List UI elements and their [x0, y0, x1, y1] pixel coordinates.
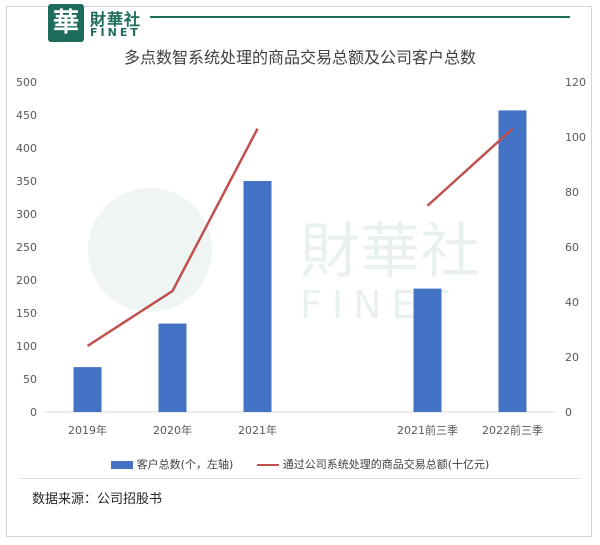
left-tick-label-5: 250 — [16, 241, 37, 254]
bar-1 — [158, 323, 187, 412]
right-tick-label-4: 80 — [565, 186, 579, 199]
left-tick-label-3: 150 — [16, 307, 37, 320]
category-label-5: 2022前三季 — [482, 423, 543, 437]
left-tick-label-7: 350 — [16, 175, 37, 188]
legend-line-label: 通过公司系统处理的商品交易总额(十亿元) — [282, 458, 490, 471]
right-tick-label-0: 0 — [565, 406, 572, 419]
left-tick-label-4: 200 — [16, 274, 37, 287]
bar-5 — [498, 110, 527, 412]
right-tick-label-6: 120 — [565, 76, 586, 89]
right-tick-label-1: 20 — [565, 351, 579, 364]
finet-logo-icon: 華 — [48, 4, 84, 42]
axes: 0 50 100 150 200 250 300 350 400 450 500 0 20 40 60 80 1… — [16, 76, 586, 437]
left-tick-label-0: 0 — [30, 406, 37, 419]
legend-bar-swatch — [110, 461, 133, 469]
right-tick-label-3: 60 — [565, 241, 579, 254]
bar-4 — [413, 288, 442, 412]
category-label-4: 2021前三季 — [397, 423, 458, 437]
bar-series — [73, 110, 527, 412]
right-tick-label-2: 40 — [565, 296, 579, 309]
legend-line-swatch — [256, 464, 279, 466]
left-tick-label-9: 450 — [16, 109, 37, 122]
chart-frame — [6, 6, 592, 537]
bar-0 — [73, 367, 102, 412]
logo-english-name: FINET — [90, 26, 141, 39]
left-tick-label-10: 500 — [16, 76, 37, 89]
line-series — [86, 127, 514, 348]
category-label-0: 2019年 — [68, 423, 107, 437]
legend: 客户总数(个，左轴) 通过公司系统处理的商品交易总额(十亿元) — [0, 456, 600, 472]
legend-item-line: 通过公司系统处理的商品交易总额(十亿元) — [256, 458, 490, 471]
bar-2 — [243, 181, 272, 412]
left-tick-label-1: 50 — [23, 373, 37, 386]
legend-bar-label: 客户总数(个，左轴) — [136, 458, 234, 471]
watermark-cn-text: 財華社 — [300, 217, 480, 287]
left-tick-label-6: 300 — [16, 208, 37, 221]
left-tick-label-2: 100 — [16, 340, 37, 353]
line-segment-1 — [426, 127, 514, 207]
legend-item-bars: 客户总数(个，左轴) — [110, 458, 237, 471]
left-tick-label-8: 400 — [16, 142, 37, 155]
logo-chinese-name: 財華社 — [90, 10, 142, 29]
watermark-seal-icon — [88, 188, 212, 312]
right-tick-label-5: 100 — [565, 131, 586, 144]
header-rule — [150, 16, 570, 18]
category-label-2: 2021年 — [238, 423, 277, 437]
category-label-1: 2020年 — [153, 423, 192, 437]
divider — [20, 478, 580, 479]
chart-title: 多点数智系统处理的商品交易总额及公司客户总数 — [123, 48, 476, 67]
data-source: 数据来源：公司招股书 — [32, 492, 163, 507]
